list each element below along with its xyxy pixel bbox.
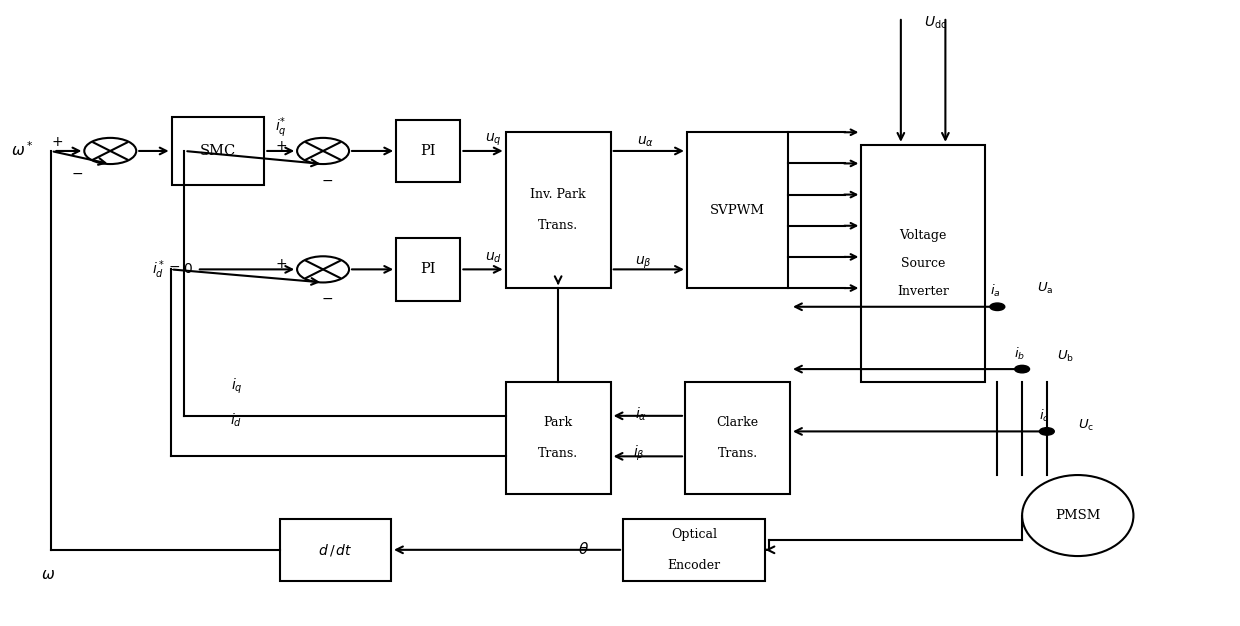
- Text: $u_q$: $u_q$: [486, 131, 502, 148]
- Bar: [396, 120, 460, 182]
- Text: $U_{\rm dc}$: $U_{\rm dc}$: [924, 15, 947, 31]
- Text: Inverter: Inverter: [898, 285, 949, 298]
- Bar: [280, 519, 391, 581]
- Text: $\theta$: $\theta$: [578, 541, 589, 557]
- Text: $i_c$: $i_c$: [1039, 408, 1050, 424]
- Ellipse shape: [1022, 475, 1133, 556]
- Bar: [684, 382, 790, 494]
- Text: Optical: Optical: [671, 528, 717, 541]
- Text: $U_{\rm b}$: $U_{\rm b}$: [1056, 349, 1074, 364]
- Circle shape: [1039, 428, 1054, 435]
- Text: Source: Source: [901, 257, 945, 270]
- Bar: [396, 239, 460, 300]
- Text: $i_\beta$: $i_\beta$: [632, 444, 645, 463]
- Text: Trans.: Trans.: [538, 447, 578, 459]
- Text: $\omega^*$: $\omega^*$: [11, 140, 33, 159]
- Text: PMSM: PMSM: [1055, 509, 1100, 522]
- Text: $i_d$: $i_d$: [231, 411, 243, 429]
- Text: $-$: $-$: [71, 166, 83, 180]
- Bar: [862, 145, 985, 382]
- Text: $i_a$: $i_a$: [990, 283, 1001, 299]
- Circle shape: [990, 303, 1004, 310]
- Bar: [687, 132, 789, 288]
- Text: $-$: $-$: [321, 173, 332, 187]
- Bar: [506, 132, 611, 288]
- Circle shape: [1014, 366, 1029, 373]
- Text: PI: PI: [420, 262, 436, 276]
- Text: $i_b$: $i_b$: [1014, 346, 1025, 362]
- Text: PI: PI: [420, 144, 436, 158]
- Text: Trans.: Trans.: [538, 219, 578, 232]
- Text: SVPWM: SVPWM: [711, 203, 765, 217]
- Bar: [622, 519, 765, 581]
- Text: $i_d^*=0$: $i_d^*=0$: [153, 258, 193, 280]
- Text: Encoder: Encoder: [667, 559, 720, 572]
- Text: $+$: $+$: [275, 257, 288, 272]
- Bar: [171, 116, 264, 185]
- Bar: [506, 382, 611, 494]
- Text: Trans.: Trans.: [718, 447, 758, 459]
- Text: Voltage: Voltage: [899, 228, 947, 242]
- Text: $u_\beta$: $u_\beta$: [635, 255, 651, 271]
- Text: $+$: $+$: [275, 139, 288, 153]
- Text: $u_\alpha$: $u_\alpha$: [637, 135, 653, 149]
- Text: $i_\alpha$: $i_\alpha$: [635, 405, 647, 423]
- Text: $+$: $+$: [51, 135, 63, 148]
- Text: $-$: $-$: [321, 291, 332, 305]
- Text: $d\,/\,dt$: $d\,/\,dt$: [319, 542, 352, 558]
- Text: $i_q$: $i_q$: [231, 377, 242, 396]
- Text: $\omega$: $\omega$: [41, 568, 56, 582]
- Text: Park: Park: [543, 416, 573, 429]
- Text: $U_{\rm c}$: $U_{\rm c}$: [1078, 418, 1094, 433]
- Text: $u_d$: $u_d$: [485, 251, 502, 265]
- Text: Clarke: Clarke: [717, 416, 759, 429]
- Text: $U_{\rm a}$: $U_{\rm a}$: [1037, 280, 1054, 295]
- Text: $i_q^{*}$: $i_q^{*}$: [275, 115, 286, 140]
- Text: SMC: SMC: [200, 144, 236, 158]
- Text: Inv. Park: Inv. Park: [531, 188, 587, 201]
